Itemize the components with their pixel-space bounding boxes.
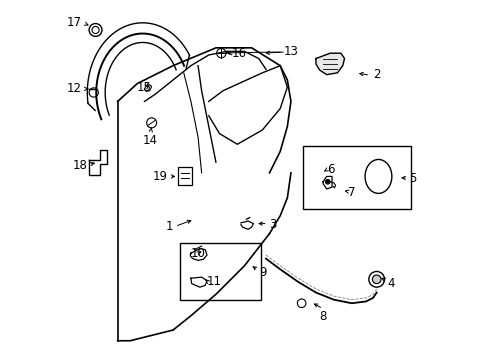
Text: 4: 4 [386,277,394,290]
Text: 7: 7 [347,186,355,199]
Text: 12: 12 [67,82,82,95]
Text: 19: 19 [152,170,167,183]
Text: 6: 6 [326,163,333,176]
Text: 14: 14 [142,134,157,147]
Text: 13: 13 [283,45,298,58]
Text: 11: 11 [206,275,222,288]
Text: 8: 8 [319,310,326,323]
Text: 10: 10 [190,247,205,260]
Text: 2: 2 [372,68,380,81]
Text: 1: 1 [165,220,173,233]
Bar [303,146,410,208]
Circle shape [372,275,380,284]
Text: 9: 9 [258,266,266,279]
Text: 3: 3 [269,218,276,231]
Text: 5: 5 [408,172,415,185]
Text: 15: 15 [137,81,152,94]
Bar [180,243,260,300]
Bar [178,167,192,185]
Text: 16: 16 [231,47,246,60]
Circle shape [325,180,329,184]
Text: 18: 18 [72,159,87,172]
Text: 17: 17 [67,16,82,29]
Polygon shape [315,53,344,75]
